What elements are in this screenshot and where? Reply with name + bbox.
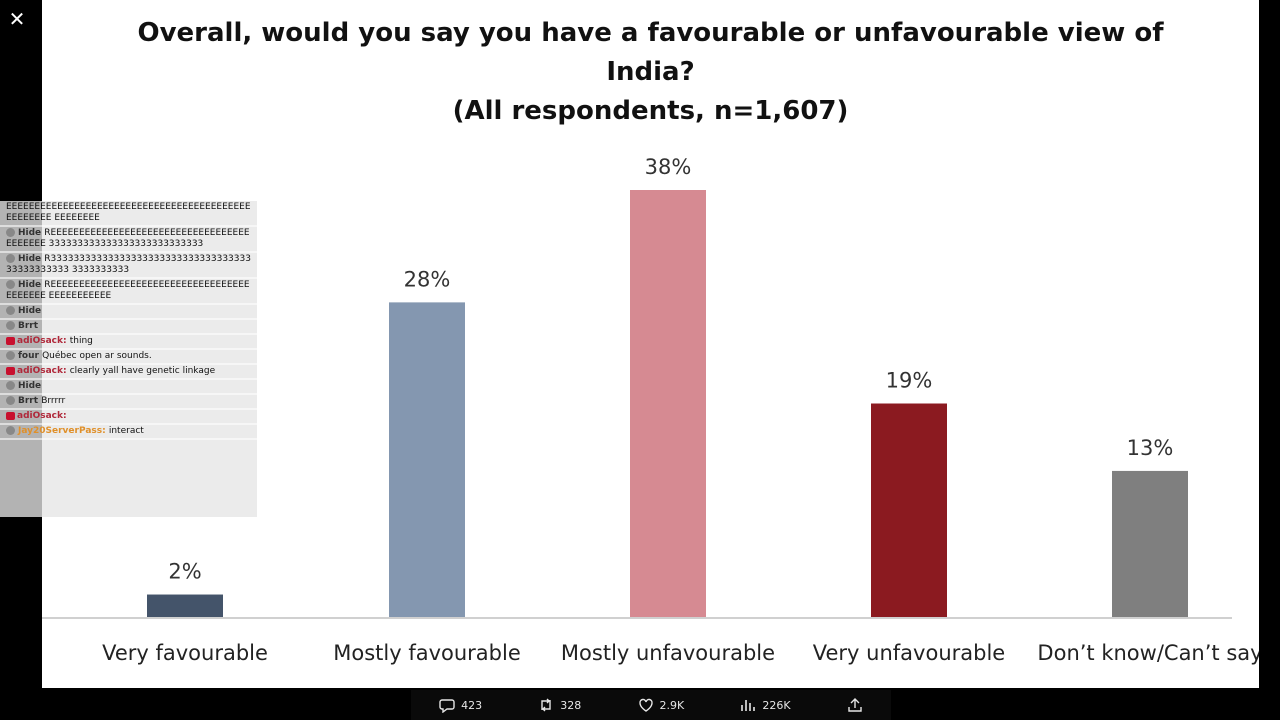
chat-username[interactable]: Brrt xyxy=(18,396,42,406)
chat-username[interactable]: adiOsack: xyxy=(17,336,70,346)
reply-icon xyxy=(439,699,455,713)
chat-message: Jay20ServerPass: interact xyxy=(0,425,257,440)
category-label-0: Very favourable xyxy=(102,641,268,665)
bar-1 xyxy=(389,302,465,617)
chat-username[interactable]: four xyxy=(18,351,43,361)
chat-username[interactable]: Hide xyxy=(18,254,45,264)
chat-text: interact xyxy=(108,426,144,436)
chat-text: REEEEEEEEEEEEEEEEEEEEEEEEEEEEEEEEEEEEEEE… xyxy=(6,228,250,249)
chat-username[interactable]: Hide xyxy=(18,381,42,391)
chat-username[interactable]: Jay20ServerPass: xyxy=(18,426,109,436)
user-badge-icon xyxy=(6,366,15,375)
chat-message: adiOsack: clearly yall have genetic link… xyxy=(0,365,257,380)
user-badge-icon xyxy=(6,426,15,435)
chart-title-line-1: Overall, would you say you have a favour… xyxy=(137,18,1164,48)
chat-message: Hide REEEEEEEEEEEEEEEEEEEEEEEEEEEEEEEEEE… xyxy=(0,227,257,253)
user-badge-icon xyxy=(6,381,15,390)
bar-chart: 2% Very favourable 28% Mostly favourable 38%… xyxy=(42,155,1259,665)
category-label-3: Very unfavourable xyxy=(813,641,1005,665)
chat-username[interactable]: Hide xyxy=(18,280,45,290)
user-badge-icon xyxy=(6,280,15,289)
reply-button[interactable]: 423 xyxy=(439,697,482,713)
repost-count: 328 xyxy=(560,698,582,712)
chat-text: clearly yall have genetic linkage xyxy=(69,366,216,376)
user-badge-icon xyxy=(6,336,15,345)
chat-message: adiOsack: xyxy=(0,410,257,425)
chat-text: thing xyxy=(69,336,93,346)
chat-username[interactable]: adiOsack: xyxy=(17,411,67,421)
action-bar: 423 328 2.9K 226K xyxy=(411,690,891,720)
value-label-0: 2% xyxy=(168,560,201,584)
chat-message: Hide REEEEEEEEEEEEEEEEEEEEEEEEEEEEEEEEEE… xyxy=(0,279,257,305)
chat-username[interactable]: Brrt xyxy=(18,321,39,331)
heart-icon xyxy=(638,698,653,712)
bar-4 xyxy=(1112,470,1188,617)
chat-username[interactable]: Hide xyxy=(18,306,42,316)
user-badge-icon xyxy=(6,321,15,330)
category-label-2: Mostly unfavourable xyxy=(561,641,775,665)
chart-title-line-2: India? xyxy=(606,57,695,87)
user-badge-icon xyxy=(6,254,15,263)
category-label-1: Mostly favourable xyxy=(333,641,521,665)
chat-message: four Québec open ar sounds. xyxy=(0,350,257,365)
value-label-3: 19% xyxy=(886,369,933,393)
value-label-4: 13% xyxy=(1127,436,1174,460)
chart-title-line-3: (All respondents, n=1,607) xyxy=(452,96,849,126)
chat-message: adiOsack: thing xyxy=(0,335,257,350)
share-icon xyxy=(848,698,862,712)
bar-0 xyxy=(147,594,223,617)
user-badge-icon xyxy=(6,351,15,360)
chat-message: Hide xyxy=(0,305,257,320)
chat-text: Québec open ar sounds. xyxy=(42,351,152,361)
value-label-2: 38% xyxy=(645,155,692,179)
value-label-1: 28% xyxy=(404,267,451,291)
chart-title: Overall, would you say you have a favour… xyxy=(42,14,1259,131)
chat-text: REEEEEEEEEEEEEEEEEEEEEEEEEEEEEEEEEEEEEEE… xyxy=(6,280,250,301)
user-badge-icon xyxy=(6,306,15,315)
repost-button[interactable]: 328 xyxy=(538,697,581,713)
chat-username[interactable]: Hide xyxy=(18,228,45,238)
bar-2 xyxy=(630,190,706,617)
share-button[interactable] xyxy=(847,697,863,713)
chat-username[interactable]: adiOsack: xyxy=(17,366,70,376)
user-badge-icon xyxy=(6,396,15,405)
chat-text: Brrrrr xyxy=(41,396,66,406)
chat-message: Brrt xyxy=(0,320,257,335)
repost-icon xyxy=(541,698,551,712)
chat-text: EEEEEEEEEEEEEEEEEEEEEEEEEEEEEEEEEEEEEEEE… xyxy=(6,202,251,223)
user-badge-icon xyxy=(6,411,15,420)
close-button[interactable]: ✕ xyxy=(8,7,26,31)
like-count: 2.9K xyxy=(659,698,685,712)
chat-overlay: EEEEEEEEEEEEEEEEEEEEEEEEEEEEEEEEEEEEEEEE… xyxy=(0,201,257,517)
user-badge-icon xyxy=(6,228,15,237)
reply-count: 423 xyxy=(461,698,483,712)
like-button[interactable]: 2.9K xyxy=(638,697,685,713)
chat-message: Brrt Brrrrr xyxy=(0,395,257,410)
chat-message: Hide R3333333333333333333333333333333333… xyxy=(0,253,257,279)
chat-message: EEEEEEEEEEEEEEEEEEEEEEEEEEEEEEEEEEEEEEEE… xyxy=(0,201,257,227)
bar-3 xyxy=(871,403,947,617)
chat-message: Hide xyxy=(0,380,257,395)
views-icon xyxy=(741,700,756,711)
views-button[interactable]: 226K xyxy=(740,697,791,713)
views-count: 226K xyxy=(762,698,791,712)
chat-text: R333333333333333333333333333333333333333… xyxy=(6,254,251,275)
category-label-4: Don’t know/Can’t say xyxy=(1037,641,1259,665)
